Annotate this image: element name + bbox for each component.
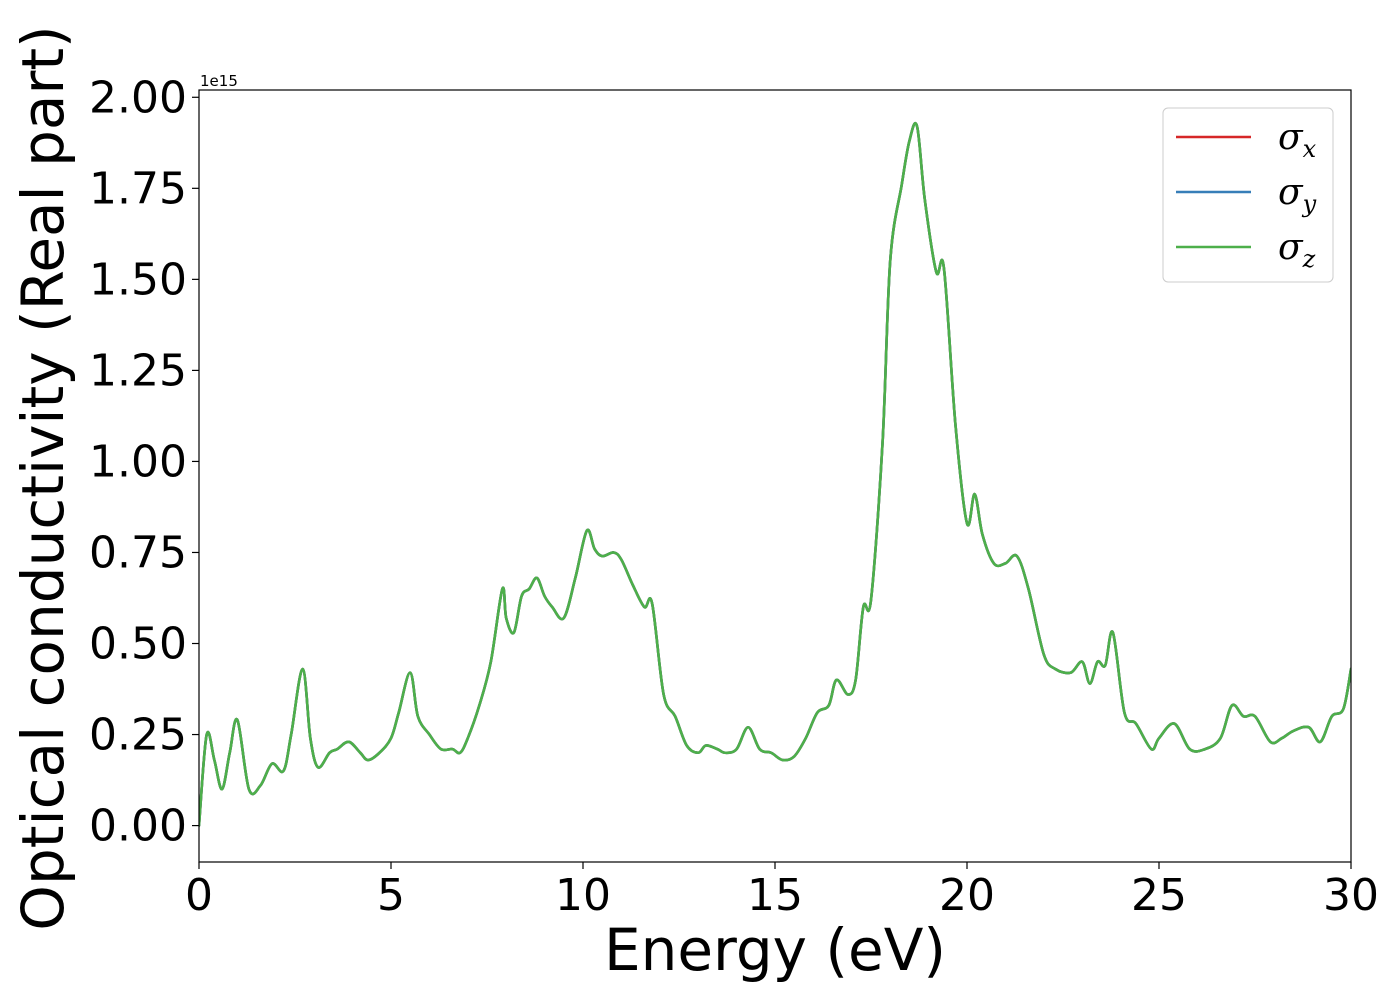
y-tick-label: 1.50 — [89, 254, 187, 305]
y-tick-label: 1.25 — [89, 345, 187, 396]
x-tick-label: 5 — [377, 870, 405, 921]
series-layer — [199, 121, 1351, 827]
y-tick-label: 1.75 — [89, 163, 187, 214]
x-tick-label: 25 — [1131, 870, 1187, 921]
legend-subscript: y — [1302, 190, 1317, 218]
y-tick-label: 0.50 — [89, 619, 187, 670]
y-offset-text: 1e15 — [200, 72, 238, 90]
x-tick-label: 10 — [555, 870, 611, 921]
y-tick-label: 0.00 — [89, 801, 187, 852]
x-tick-label: 15 — [747, 870, 803, 921]
y-axis-title: Optical conductivity (Real part) — [9, 25, 77, 930]
x-tick-label: 0 — [185, 870, 213, 921]
series-line-z — [199, 121, 1351, 827]
legend-subscript: x — [1303, 135, 1317, 163]
x-axis: 0 5 10 15 20 25 30 — [185, 862, 1379, 921]
legend-subscript: z — [1302, 245, 1316, 273]
y-tick-label: 1.00 — [89, 436, 187, 487]
y-axis: 0.00 0.25 0.50 0.75 1.00 1.25 1.50 1.75 2.00 — [89, 72, 199, 852]
x-axis-title: Energy (eV) — [604, 916, 946, 984]
legend-box — [1162, 107, 1334, 283]
y-tick-label: 2.00 — [89, 72, 187, 123]
y-tick-label: 0.25 — [89, 710, 187, 761]
x-tick-label: 30 — [1323, 870, 1379, 921]
y-tick-label: 0.75 — [89, 527, 187, 578]
x-tick-label: 20 — [939, 870, 995, 921]
